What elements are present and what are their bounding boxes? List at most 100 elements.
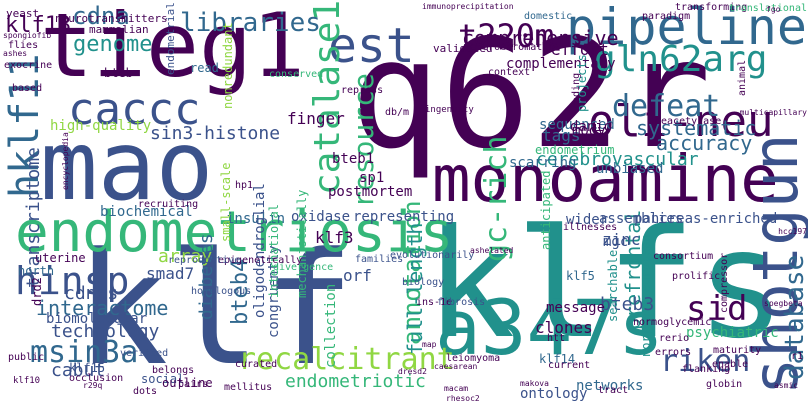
word-public: public bbox=[8, 352, 45, 363]
word-t220m: t220m bbox=[458, 17, 555, 55]
word-map: map bbox=[422, 340, 437, 349]
word-uterine: uterine bbox=[35, 251, 86, 265]
word-current: current bbox=[548, 360, 591, 371]
word-representing: representing bbox=[353, 209, 455, 225]
word-a347s: a347s bbox=[435, 283, 664, 372]
word-validated: validated bbox=[433, 42, 493, 55]
word-makova: makova bbox=[520, 379, 549, 388]
word-ins-1e: ins-1e bbox=[416, 297, 453, 308]
word-unbiased: unbiased bbox=[596, 161, 664, 177]
word-klf10: klf10 bbox=[13, 376, 41, 386]
word-reproductive: reproductive bbox=[168, 255, 241, 266]
word-dots: dots bbox=[133, 386, 158, 397]
word-caesarean: caesarean bbox=[434, 362, 478, 371]
word-tags: tags bbox=[542, 126, 581, 145]
word-bteb1: bteb1 bbox=[332, 151, 375, 167]
word-dresd2: dresd2 bbox=[398, 367, 427, 376]
word-pancreas-enriched: pancreas-enriched bbox=[634, 211, 778, 227]
word-encyclopedia: encyclopedia bbox=[61, 132, 70, 190]
word-pipeline: pipeline bbox=[566, 0, 807, 56]
word-outline: outline bbox=[162, 376, 213, 390]
word-multicapillary: multicapillary bbox=[739, 108, 807, 117]
word-clones: clones bbox=[535, 318, 593, 337]
word-bteb: bteb bbox=[104, 66, 133, 80]
word-compressor: compressor bbox=[719, 252, 730, 313]
word-klf: klf bbox=[75, 219, 355, 400]
word-endometrial: endometrial bbox=[164, 2, 177, 75]
word-normoglycemic: normoglycemic bbox=[633, 317, 712, 328]
word-recalcitrant: recalcitrant bbox=[238, 342, 455, 377]
word-mellitus: mellitus bbox=[224, 382, 273, 393]
word-assemblies: assemblies bbox=[599, 211, 684, 227]
word-verified: verified bbox=[120, 348, 169, 359]
word-orf: orf bbox=[343, 266, 372, 285]
word-ashelated: ashelated bbox=[470, 246, 514, 255]
word-biomolecular: biomolecular bbox=[46, 311, 148, 327]
word-spegbeta: spegbeta bbox=[764, 299, 803, 308]
word-zinc: zinc bbox=[602, 230, 641, 249]
word-biology: biology bbox=[402, 277, 445, 288]
word-coding: coding bbox=[571, 72, 582, 109]
word-globin: globin bbox=[706, 379, 743, 390]
word-based: based bbox=[12, 83, 43, 94]
word-klf13: klf13 bbox=[5, 13, 72, 38]
word-errors: errors bbox=[655, 347, 692, 358]
word-comprehensive: comprehensive bbox=[462, 26, 619, 50]
word-danio: danio bbox=[570, 119, 613, 135]
word-postmortem: postmortem bbox=[328, 184, 413, 200]
word-drd2: drd2 bbox=[30, 277, 44, 306]
word-technology: technology bbox=[51, 321, 160, 342]
word-illnesses: illnesses bbox=[563, 222, 618, 233]
word-q62r: q62r bbox=[350, 8, 712, 182]
word-translational: translational bbox=[728, 3, 807, 14]
word-international: international bbox=[267, 204, 281, 298]
word-est: est bbox=[328, 18, 415, 74]
word-enable: enable bbox=[712, 359, 749, 370]
word-biochemical: biochemical bbox=[100, 204, 193, 220]
word-effort: effort bbox=[551, 40, 609, 59]
word-macam: macam bbox=[444, 384, 469, 393]
word-hinsp: hinsp bbox=[15, 259, 130, 303]
word-ashes: ashes bbox=[3, 49, 28, 58]
word-evolutionarily: evolutionarily bbox=[390, 250, 475, 261]
word-gln62arg: gln62arg bbox=[594, 39, 768, 80]
word-cdna: cdna bbox=[72, 2, 130, 30]
word-msin3a: msin3a bbox=[30, 335, 139, 370]
word-spongiofib: spongiofib bbox=[3, 31, 52, 40]
word-searchable: searchable bbox=[606, 249, 620, 322]
word-belongs: belongs bbox=[152, 365, 195, 376]
word-cdnas: cdnas bbox=[64, 283, 119, 304]
word-endometrium: endometrium bbox=[535, 143, 615, 157]
word-recruiting: recruiting bbox=[138, 199, 199, 210]
word-mody: mody bbox=[572, 123, 606, 139]
word-north: north bbox=[18, 264, 55, 278]
word-sid: sid bbox=[686, 289, 748, 329]
word-wider: wider bbox=[566, 212, 609, 228]
word-defeat: defeat bbox=[612, 89, 721, 124]
word-neurotransmitters: neurotransmitters bbox=[55, 12, 168, 25]
word-htt: htt bbox=[547, 333, 566, 344]
word-conserved: conserved bbox=[269, 69, 324, 80]
word-mechanistically: mechanistically bbox=[295, 189, 309, 298]
word-cabut: cabut bbox=[51, 360, 106, 381]
word-flies: flies bbox=[8, 40, 39, 51]
word-cerebrovascular: cerebrovascular bbox=[536, 149, 699, 170]
word-northern-european: northern-european bbox=[639, 234, 653, 357]
word-sequenced: sequenced bbox=[539, 117, 615, 133]
word-animal: animal bbox=[737, 59, 748, 96]
word-klf14: klf14 bbox=[539, 352, 576, 366]
word-genome: genome bbox=[73, 32, 153, 57]
word-paradigm: paradigm bbox=[642, 11, 691, 22]
word-small-scale: small-scale bbox=[219, 162, 233, 242]
word-monoamine: monoamine bbox=[432, 143, 779, 217]
word-db-m: db/m bbox=[385, 107, 410, 118]
word-divergence: divergence bbox=[273, 262, 334, 273]
word-rerio: rerio bbox=[659, 333, 690, 344]
word-epigenetically: epigenetically bbox=[218, 255, 303, 266]
word-tract: tract bbox=[598, 385, 629, 396]
word-endometriosis: endometriosis bbox=[15, 200, 454, 265]
word-asmic: asmic bbox=[774, 381, 799, 390]
word-complementary: complementary bbox=[506, 56, 616, 72]
word-hp1: hp1 bbox=[235, 180, 254, 191]
